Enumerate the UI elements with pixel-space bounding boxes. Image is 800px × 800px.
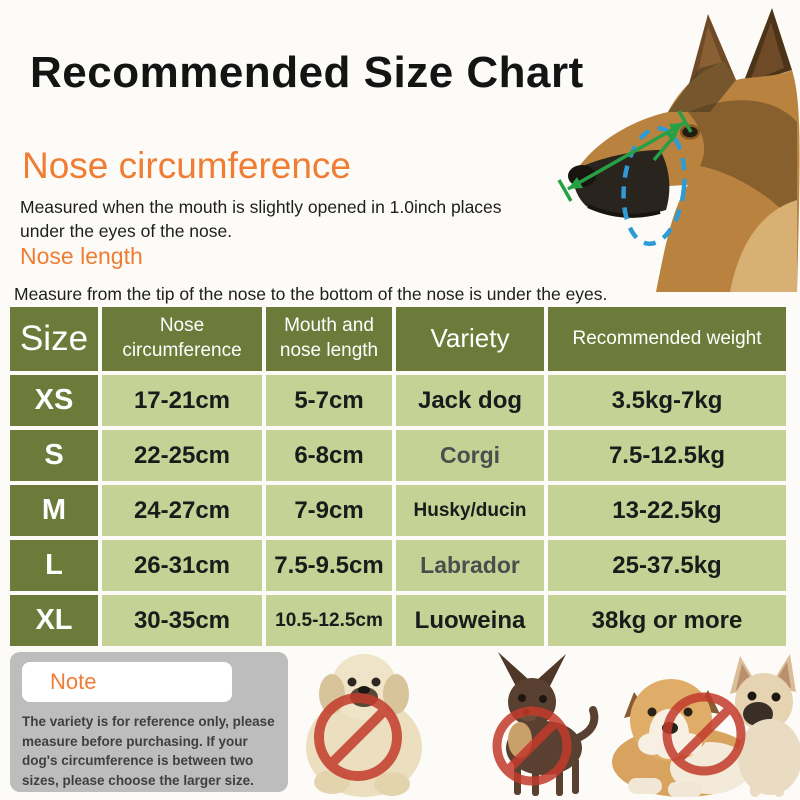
variety-cell: Jack dog: [396, 375, 544, 426]
page-title: Recommended Size Chart: [30, 48, 584, 97]
col-header-nose-circumference: Nose circumference: [102, 307, 262, 371]
size-cell: XS: [10, 375, 98, 426]
variety-cell: Labrador: [396, 540, 544, 591]
col-header-recommended-weight: Recommended weight: [548, 307, 786, 371]
nose-circumference-cell: 17-21cm: [102, 375, 262, 426]
no-symbol-icon: [492, 706, 572, 786]
nose-circumference-heading: Nose circumference: [22, 145, 352, 186]
german-shepherd-photo: [557, 8, 800, 292]
recommended-weight-cell: 3.5kg-7kg: [548, 375, 786, 426]
dog-muzzle: [573, 150, 670, 215]
unsuitable-breeds-photos: [306, 652, 800, 797]
variety-cell: Corgi: [396, 430, 544, 481]
mouth-nose-length-cell: 7.5-9.5cm: [266, 540, 392, 591]
nose-length-description: Measure from the tip of the nose to the …: [14, 284, 608, 304]
col-header-variety: Variety: [396, 307, 544, 371]
note-label-pill: Note: [22, 662, 232, 702]
size-cell: XL: [10, 595, 98, 646]
recommended-weight-cell: 7.5-12.5kg: [548, 430, 786, 481]
no-symbol-icon: [314, 693, 402, 781]
mouth-nose-length-cell: 5-7cm: [266, 375, 392, 426]
note-text: The variety is for reference only, pleas…: [22, 714, 275, 788]
no-symbol-icon: [662, 692, 746, 776]
size-table: Size Nose circumference Mouth and nose l…: [10, 307, 790, 646]
mouth-nose-length-cell: 10.5-12.5cm: [266, 595, 392, 646]
col-header-size: Size: [10, 307, 98, 371]
nose-circumference-cell: 26-31cm: [102, 540, 262, 591]
size-cell: L: [10, 540, 98, 591]
nose-circumference-cell: 30-35cm: [102, 595, 262, 646]
note-box: Note The variety is for reference only, …: [10, 652, 288, 792]
note-label: Note: [50, 669, 97, 694]
mouth-nose-length-cell: 6-8cm: [266, 430, 392, 481]
variety-cell: Husky/ducin: [396, 485, 544, 536]
recommended-weight-cell: 13-22.5kg: [548, 485, 786, 536]
variety-cell: Luoweina: [396, 595, 544, 646]
mouth-nose-length-cell: 7-9cm: [266, 485, 392, 536]
nose-length-heading: Nose length: [20, 243, 143, 269]
nose-circumference-dashed-ellipse-icon: [621, 125, 687, 247]
col-header-mouth-nose-length: Mouth and nose length: [266, 307, 392, 371]
nose-circumference-description: Measured when the mouth is slightly open…: [20, 197, 502, 241]
bulldogs-photo: [612, 654, 800, 797]
nose-circumference-cell: 24-27cm: [102, 485, 262, 536]
size-cell: S: [10, 430, 98, 481]
size-cell: M: [10, 485, 98, 536]
nose-length-arrow-icon: [557, 110, 693, 202]
nose-circumference-cell: 22-25cm: [102, 430, 262, 481]
recommended-weight-cell: 38kg or more: [548, 595, 786, 646]
recommended-weight-cell: 25-37.5kg: [548, 540, 786, 591]
